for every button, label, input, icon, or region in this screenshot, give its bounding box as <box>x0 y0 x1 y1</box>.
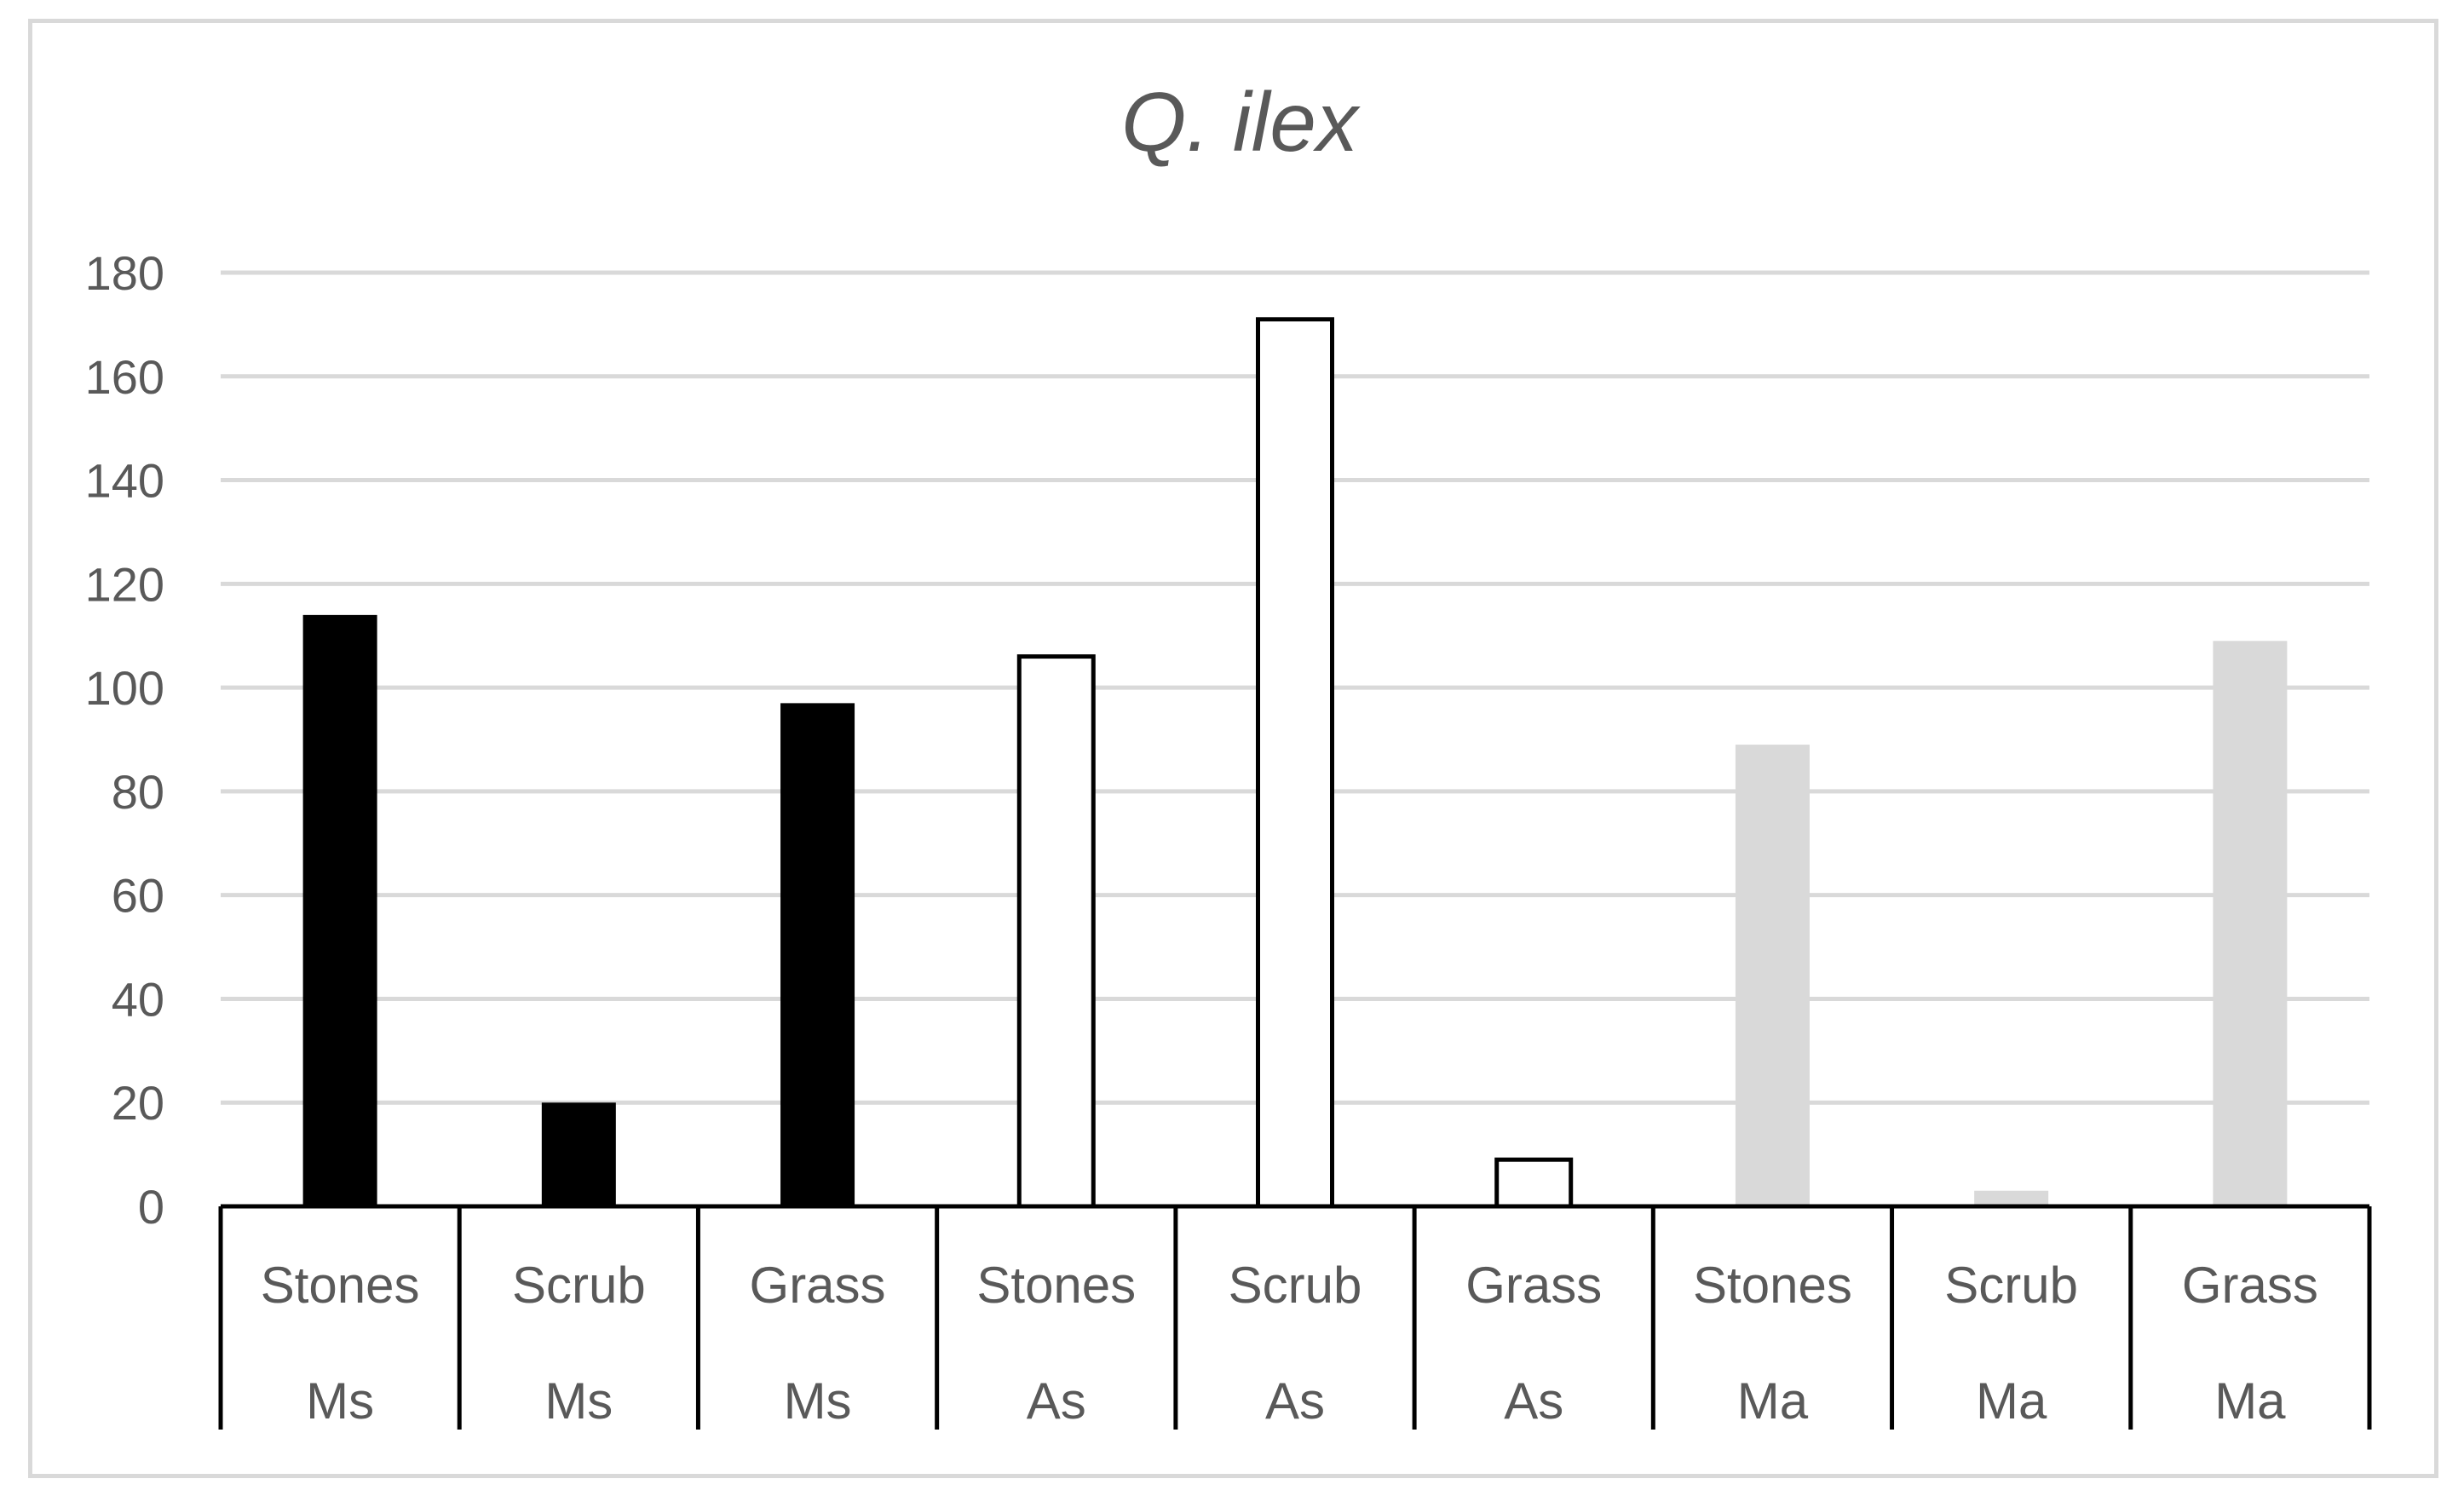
x-axis <box>218 1204 2372 1430</box>
bar-chart: Q. ilex 0 20 40 60 80 100 120 140 160 180 Stones M… <box>85 75 2372 1430</box>
y-tick-label: 100 <box>85 661 164 715</box>
category-label: Grass <box>1465 1257 1602 1314</box>
y-tick-label: 120 <box>85 557 164 611</box>
bar-scrub-as <box>1256 317 1334 1209</box>
y-tick-label: 160 <box>85 350 164 404</box>
bar-grass-ma <box>2213 641 2288 1206</box>
bar-stones-ms <box>302 614 377 1206</box>
group-label: As <box>1504 1372 1563 1430</box>
category-label: Stones <box>1693 1257 1852 1314</box>
y-tick-label: 20 <box>112 1076 164 1130</box>
category-label: Stones <box>261 1257 420 1314</box>
y-tick-label: 80 <box>112 765 164 819</box>
y-tick-label: 0 <box>138 1180 164 1234</box>
chart-title: Q. ilex <box>1121 75 1361 169</box>
group-label: Ms <box>544 1372 613 1430</box>
group-label: Ma <box>1737 1372 1809 1430</box>
chart-frame: Q. ilex 0 20 40 60 80 100 120 140 160 180 Stones M… <box>28 19 2438 1478</box>
group-label: Ma <box>1976 1372 2047 1430</box>
category-label: Grass <box>2182 1257 2318 1314</box>
group-label: Ma <box>2214 1372 2286 1430</box>
bar-scrub-ma <box>1974 1190 2049 1206</box>
category-label: Stones <box>976 1257 1136 1314</box>
bars <box>302 317 2288 1209</box>
y-tick-label: 180 <box>85 246 164 300</box>
group-label: As <box>1027 1372 1086 1430</box>
x-axis-category-labels: Stones Ms Scrub Ms Grass Ms Stones As Scrub As Gra… <box>261 1257 2318 1430</box>
y-tick-label: 60 <box>112 869 164 923</box>
category-label: Grass <box>750 1257 886 1314</box>
category-label: Scrub <box>512 1257 646 1314</box>
group-label: Ms <box>784 1372 852 1430</box>
bar-grass-ms <box>780 703 855 1206</box>
y-axis-tick-labels: 0 20 40 60 80 100 120 140 160 180 <box>85 246 164 1234</box>
bar-stones-as <box>1016 654 1096 1209</box>
y-tick-label: 140 <box>85 454 164 508</box>
bar-stones-ma <box>1735 745 1810 1206</box>
group-label: As <box>1265 1372 1325 1430</box>
y-tick-label: 40 <box>112 972 164 1026</box>
bar-scrub-ms <box>541 1102 616 1206</box>
group-label: Ms <box>306 1372 374 1430</box>
category-label: Scrub <box>1229 1257 1362 1314</box>
bar-grass-as <box>1494 1157 1574 1209</box>
category-label: Scrub <box>1944 1257 2078 1314</box>
